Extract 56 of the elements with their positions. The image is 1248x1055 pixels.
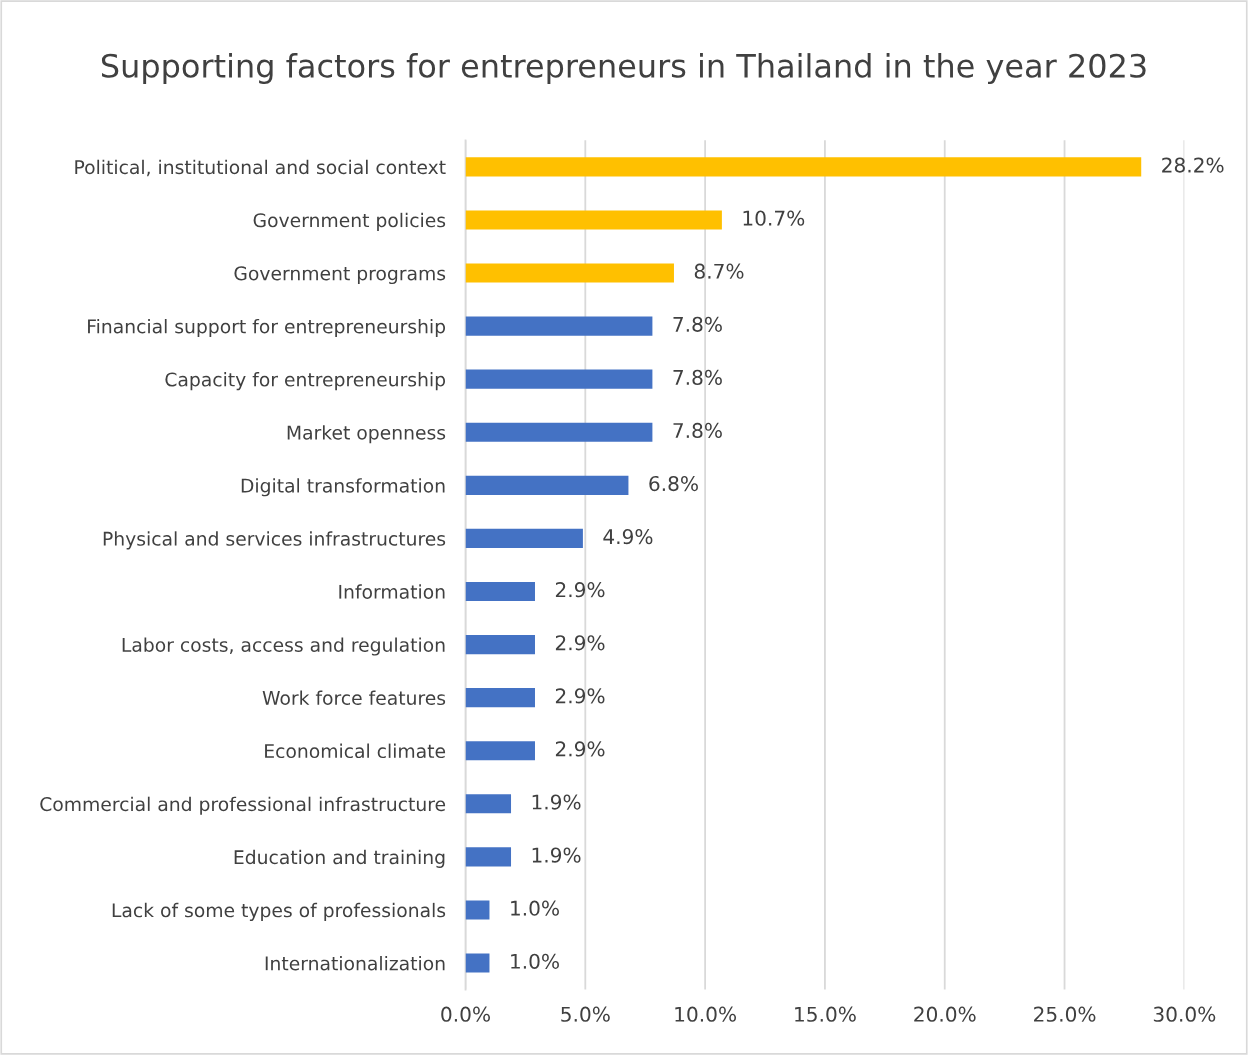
bar xyxy=(465,581,535,602)
data-label: 6.8% xyxy=(649,475,698,492)
x-tick-label: 25.0% xyxy=(1034,1006,1096,1022)
bar xyxy=(465,953,490,973)
x-tick-label: 20.0% xyxy=(914,1006,976,1022)
bar xyxy=(465,263,674,283)
bar xyxy=(465,741,535,761)
bar xyxy=(465,528,583,548)
data-label: 1.9% xyxy=(532,794,581,810)
x-tick-label: 5.0% xyxy=(561,1006,610,1022)
bar xyxy=(465,157,1142,177)
bar xyxy=(465,210,722,230)
y-tick-label: Labor costs, access and regulation xyxy=(122,637,445,656)
x-tick-label: 30.0% xyxy=(1153,1006,1216,1022)
y-tick-label: Economical climate xyxy=(265,743,446,759)
data-label: 7.8% xyxy=(673,369,722,386)
data-label: 1.0% xyxy=(511,953,559,969)
y-tick-label: Government policies xyxy=(253,212,446,231)
y-tick-label: Capacity for entrepreneurship xyxy=(165,372,446,391)
y-tick-label: Education and training xyxy=(234,849,445,868)
y-tick-label: Financial support for entrepreneurship xyxy=(88,318,446,338)
y-tick-label: Market openness xyxy=(287,425,446,444)
data-label: 2.9% xyxy=(555,635,605,651)
data-label: 8.7% xyxy=(694,263,744,279)
bar xyxy=(465,635,535,655)
bar xyxy=(465,316,653,336)
y-tick-label: Lack of some types of professionals xyxy=(112,902,446,921)
data-label: 2.9% xyxy=(555,688,605,704)
data-label: 1.0% xyxy=(511,900,559,916)
bar xyxy=(465,422,653,442)
bar xyxy=(465,369,653,389)
data-label: 28.2% xyxy=(1162,157,1224,173)
bar xyxy=(465,847,512,867)
y-tick-label: Physical and services infrastructures xyxy=(103,531,446,550)
data-label: 4.9% xyxy=(603,529,653,545)
y-tick-label: Internationalization xyxy=(265,955,445,971)
data-label: 10.7% xyxy=(743,210,805,226)
bar xyxy=(465,475,629,495)
bar xyxy=(465,900,490,920)
data-label: 1.9% xyxy=(532,847,581,863)
bar xyxy=(465,794,512,814)
data-label: 2.9% xyxy=(555,582,605,598)
x-tick-label: 15.0% xyxy=(795,1006,856,1022)
y-tick-label: Information xyxy=(339,584,445,599)
data-label: 7.8% xyxy=(673,316,722,332)
chart-title: Supporting factors for entrepreneurs in Thailand in the year 2023 xyxy=(101,53,1146,85)
y-tick-label: Political, institutional and social context xyxy=(75,159,446,177)
y-tick-label: Work force features xyxy=(262,690,446,706)
bar xyxy=(465,688,535,708)
y-tick-label: Commercial and professional infrastructure xyxy=(40,796,446,815)
x-tick-label: 10.0% xyxy=(675,1006,736,1022)
data-label: 2.9% xyxy=(555,741,605,757)
y-tick-label: Digital transformation xyxy=(241,478,445,497)
y-tick-label: Government programs xyxy=(234,266,446,285)
data-label: 7.8% xyxy=(673,422,722,439)
x-tick-label: 0.0% xyxy=(441,1006,490,1022)
